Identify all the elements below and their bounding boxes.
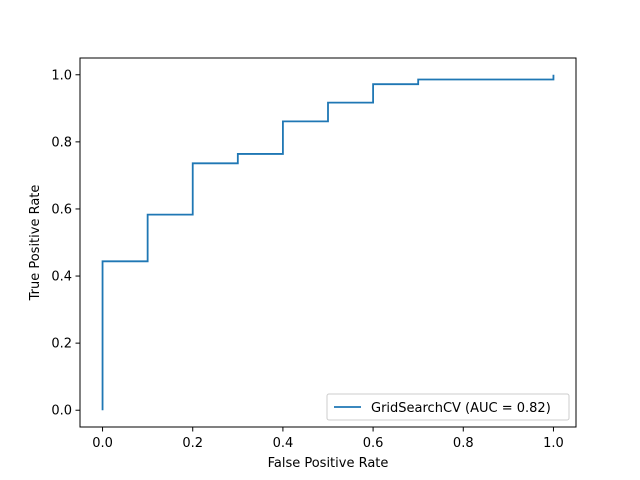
series-line-0 [101,74,555,411]
y-axis-label: True Positive Rate [28,185,43,302]
x-tick-label: 0.8 [453,436,474,451]
y-axis: 0.0 0.2 0.4 0.6 0.8 1.0 [51,68,80,419]
x-tick-label: 0.4 [273,436,294,451]
x-axis-label: False Positive Rate [268,456,389,471]
x-tick-label: 0.2 [182,436,203,451]
y-tick-label: 0.4 [51,270,72,285]
legend: GridSearchCV (AUC = 0.82) [326,393,570,421]
legend-box [326,393,570,421]
y-tick-label: 0.8 [51,135,72,150]
x-tick-label: 1.0 [543,436,564,451]
y-tick-label: 0.6 [51,202,72,217]
y-tick-label: 0.0 [51,404,72,419]
plot-frame [79,57,577,428]
y-tick-label: 1.0 [51,68,72,83]
y-tick-label: 0.2 [51,337,72,352]
x-tick-label: 0.6 [363,436,384,451]
legend-label-gridsearchcv: GridSearchCV (AUC = 0.82) [371,401,551,416]
x-axis: 0.0 0.2 0.4 0.6 0.8 1.0 [92,427,564,451]
x-tick-label: 0.0 [92,436,113,451]
plot-area [101,74,555,411]
